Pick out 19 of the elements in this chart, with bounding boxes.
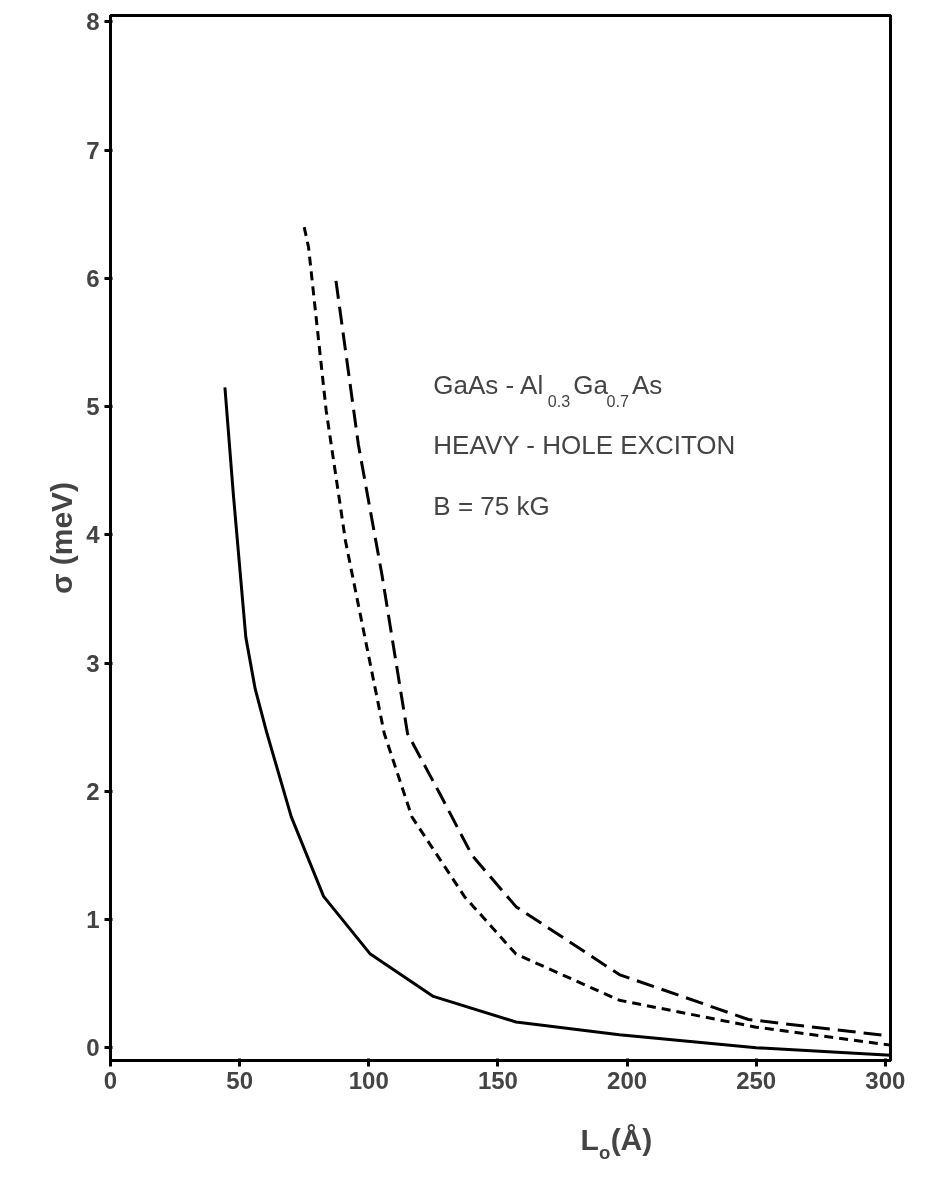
y-tick-label: 1 xyxy=(86,905,100,933)
annotation: B = 75 kG xyxy=(433,490,550,521)
y-tick-label: 8 xyxy=(86,8,100,36)
x-tick-label: 100 xyxy=(348,1066,389,1094)
y-tick-label: 4 xyxy=(86,521,101,549)
x-tick-label: 250 xyxy=(736,1066,777,1094)
annotation: HEAVY - HOLE EXCITON xyxy=(433,430,736,461)
x-tick-label: 50 xyxy=(226,1066,253,1094)
y-tick-label: 2 xyxy=(86,777,100,805)
y-tick-label: 0 xyxy=(86,1034,100,1062)
x-tick-label: 200 xyxy=(607,1066,648,1094)
y-tick-label: 6 xyxy=(86,264,100,292)
x-tick-label: 150 xyxy=(477,1066,518,1094)
y-tick-label: 3 xyxy=(86,649,100,677)
x-tick-label: 300 xyxy=(865,1066,906,1094)
y-tick-label: 7 xyxy=(86,136,100,164)
y-tick-label: 5 xyxy=(86,393,100,421)
x-tick-label: 0 xyxy=(103,1066,118,1094)
y-axis-title: σ (meV) xyxy=(45,481,79,595)
